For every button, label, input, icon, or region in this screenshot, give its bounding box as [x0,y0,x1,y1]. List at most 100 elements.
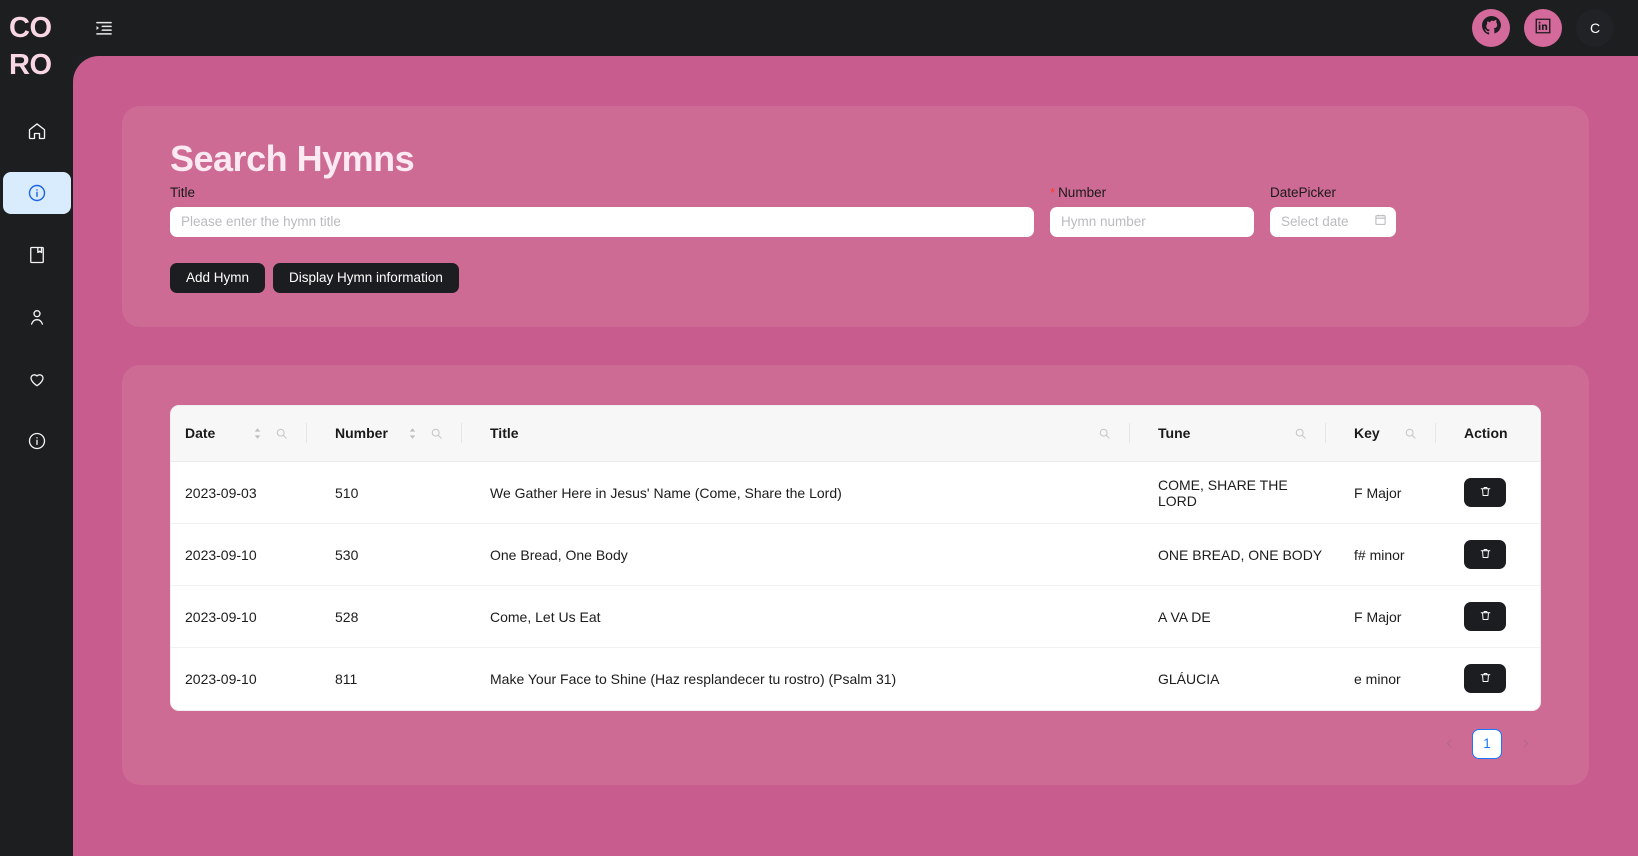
header-divider [461,423,462,444]
brand-logo[interactable]: CO RO [0,0,73,84]
sidebar-item-about[interactable] [2,420,72,462]
search-icon-key[interactable] [1399,422,1421,444]
avatar[interactable]: C [1576,9,1614,47]
cell-action [1450,585,1540,648]
cell-date: 2023-09-10 [171,523,321,586]
hymns-table-panel: Date [122,364,1589,785]
home-icon [27,121,47,141]
header-actions: C [1472,9,1614,47]
cell-tune: COME, SHARE THE LORD [1144,461,1340,524]
search-icon-date[interactable] [270,422,292,444]
required-asterisk: * [1050,185,1056,200]
column-label-date: Date [185,425,216,442]
sidebar-item-info-active[interactable] [2,172,71,215]
search-panel: Search Hymns Title *Number DatePicker [122,106,1589,327]
linkedin-icon [1534,17,1552,40]
hymns-table-wrap: Date [170,404,1541,711]
cell-date: 2023-09-10 [185,670,257,687]
display-hymn-information-button[interactable]: Display Hymn information [273,262,459,293]
search-icon-number[interactable] [425,422,447,444]
header-divider [1129,423,1130,444]
trash-icon [1479,485,1492,501]
column-label-number: Number [335,425,388,442]
column-label-key: Key [1354,425,1380,442]
menu-unfold-icon[interactable] [91,15,117,41]
number-input[interactable] [1050,206,1254,237]
trash-icon [1479,547,1492,563]
info-circle-icon [27,431,47,451]
brand-line-1: CO [9,12,52,44]
number-label-text: Number [1058,185,1107,200]
delete-row-button[interactable] [1464,478,1506,507]
datepicker-label: DatePicker [1270,185,1337,200]
table-head: Date [171,405,1540,462]
table-row[interactable]: 2023-09-10 811 Make Your Face to Shine (… [171,648,1540,710]
cell-action [1450,648,1540,710]
chevron-right-icon[interactable] [1510,729,1540,759]
sidebar-item-favorites[interactable] [2,358,72,400]
sidebar-item-home[interactable] [2,110,72,152]
trash-icon [1479,609,1492,625]
github-link[interactable] [1472,9,1510,47]
sort-icon-number[interactable] [401,422,423,444]
chevron-left-icon[interactable] [1434,729,1464,759]
sidebar-nav [0,110,73,462]
delete-row-button[interactable] [1464,540,1506,569]
top-header: C [73,0,1638,56]
column-header-title[interactable]: Title [476,405,1144,462]
cell-key: F Major [1340,461,1450,524]
delete-row-button[interactable] [1464,664,1506,694]
cell-tune: GLÁUCIA [1158,670,1220,687]
pagination: 1 [170,728,1541,759]
column-label-action: Action [1464,425,1508,442]
cell-date: 2023-09-03 [171,461,321,524]
column-header-key[interactable]: Key [1340,405,1450,462]
cell-number: 811 [335,670,358,687]
user-icon [27,307,47,327]
search-icon-tune[interactable] [1289,422,1311,444]
add-hymn-button[interactable]: Add Hymn [170,262,266,293]
cell-key: F Major [1340,585,1450,648]
title-input[interactable] [170,206,1034,237]
cell-title: Come, Let Us Eat [476,585,1144,648]
sidebar-item-book[interactable] [2,234,72,276]
column-header-date[interactable]: Date [171,405,321,462]
cell-number: 510 [321,461,476,524]
cell-title: We Gather Here in Jesus' Name (Come, Sha… [476,461,1144,524]
header-divider [306,423,307,444]
book-icon [27,245,47,265]
header-divider [1325,423,1326,444]
cell-action [1450,523,1540,586]
cell-key: f# minor [1340,523,1450,586]
avatar-initial: C [1589,20,1601,36]
info-circle-icon [27,183,47,203]
hymns-table: Date [171,405,1540,710]
table-row[interactable]: 2023-09-10 530 One Bread, One Body ONE B… [171,523,1540,586]
number-field-group: * Number [1050,186,1254,237]
title-field-group: Title [170,186,1034,237]
column-header-action: Action [1450,405,1540,462]
cell-date: 2023-09-10 [171,585,321,648]
trash-icon [1479,671,1492,687]
table-row[interactable]: 2023-09-03 510 We Gather Here in Jesus' … [171,461,1540,524]
cell-title: One Bread, One Body [476,523,1144,586]
cell-key: e minor [1354,670,1401,687]
title-label: Title [170,185,196,200]
delete-row-button[interactable] [1464,602,1506,631]
column-header-number[interactable]: Number [321,405,476,462]
sidebar: CO RO [0,0,73,856]
cell-number: 528 [321,585,476,648]
search-icon-title[interactable] [1093,422,1115,444]
table-row[interactable]: 2023-09-10 528 Come, Let Us Eat A VA DE … [171,585,1540,648]
column-label-tune: Tune [1158,425,1191,442]
linkedin-link[interactable] [1524,9,1562,47]
sidebar-item-user[interactable] [2,296,72,338]
date-field-group: DatePicker [1270,186,1396,237]
table-header-row: Date [171,405,1540,462]
datepicker-input[interactable] [1270,206,1396,237]
sort-icon-date[interactable] [246,422,268,444]
column-label-title: Title [490,425,519,442]
pagination-page-1[interactable]: 1 [1472,728,1502,759]
column-header-tune[interactable]: Tune [1144,405,1340,462]
